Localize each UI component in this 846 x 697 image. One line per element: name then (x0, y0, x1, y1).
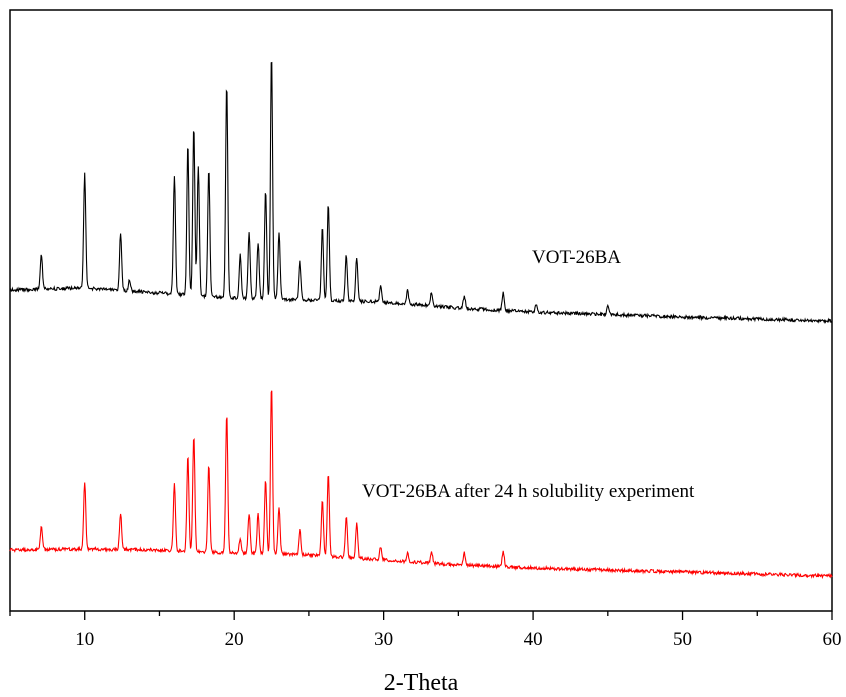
annotation-vot-26ba-after-solubility: VOT-26BA after 24 h solubility experimen… (362, 481, 695, 502)
x-tick-label: 10 (75, 629, 94, 650)
series-line-0 (9, 61, 833, 324)
x-tick-label: 40 (524, 629, 543, 650)
x-axis-tick-labels: 10 20 30 40 50 60 (75, 629, 841, 650)
x-tick-label: 30 (374, 629, 393, 650)
annotation-vot-26ba: VOT-26BA (532, 247, 621, 268)
series-line-1 (9, 390, 833, 580)
x-tick-label: 20 (225, 629, 244, 650)
x-axis-ticks (9, 611, 833, 620)
x-tick-label: 50 (673, 629, 692, 650)
x-axis-label: 2-Theta (384, 670, 459, 696)
x-tick-label: 60 (823, 629, 842, 650)
plot-frame (9, 9, 833, 612)
series-group (9, 61, 833, 580)
